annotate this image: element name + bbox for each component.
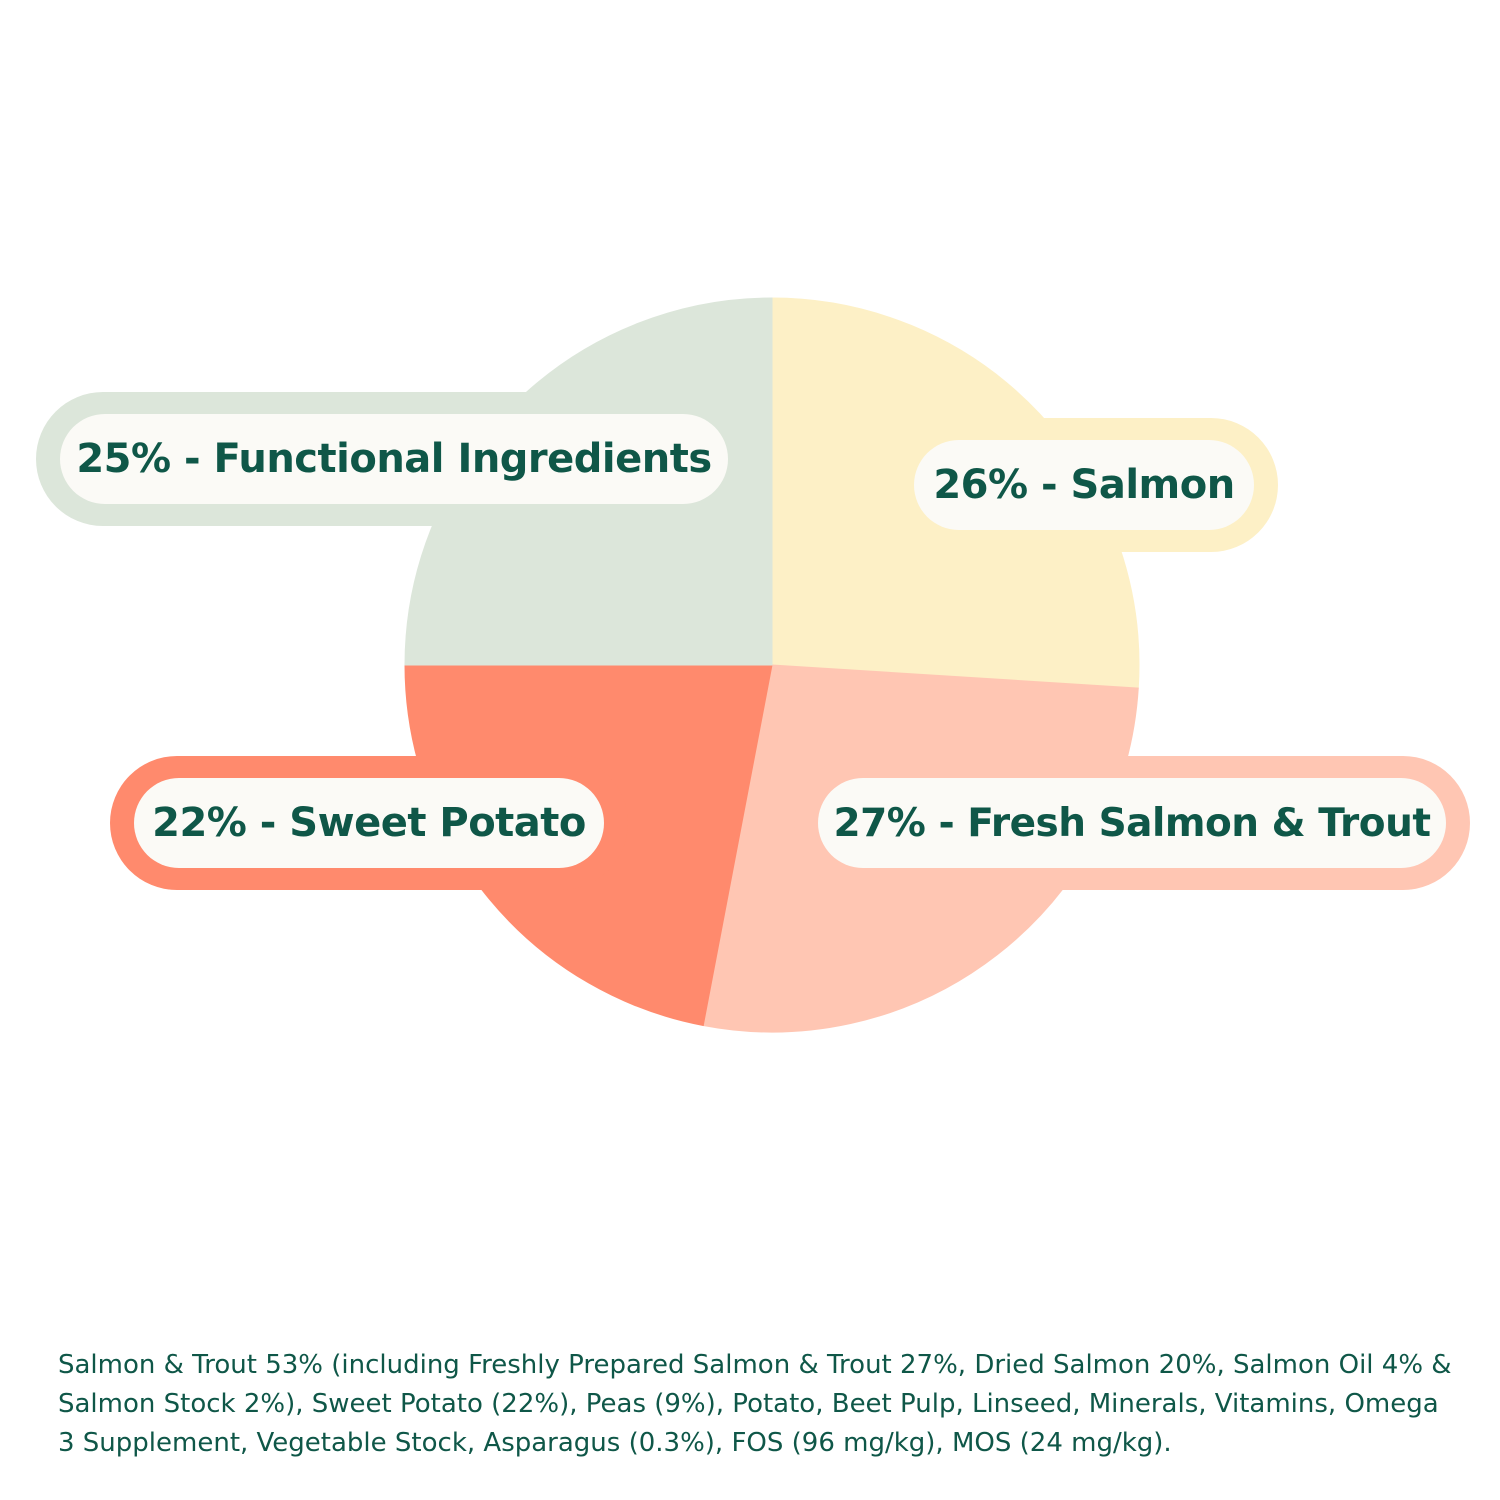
label-functional-ingredients-text: 25% - Functional Ingredients [60,414,728,504]
label-sweet-potato-text: 22% - Sweet Potato [134,778,604,868]
label-fresh-salmon-trout-text: 27% - Fresh Salmon & Trout [818,778,1446,868]
label-fresh-salmon-trout: 27% - Fresh Salmon & Trout [794,756,1470,890]
ingredients-list: Salmon & Trout 53% (including Freshly Pr… [58,1350,1452,1458]
label-functional-ingredients: 25% - Functional Ingredients [36,392,752,526]
label-sweet-potato: 22% - Sweet Potato [110,756,628,890]
label-salmon-text: 26% - Salmon [914,440,1254,530]
label-salmon: 26% - Salmon [890,418,1278,552]
